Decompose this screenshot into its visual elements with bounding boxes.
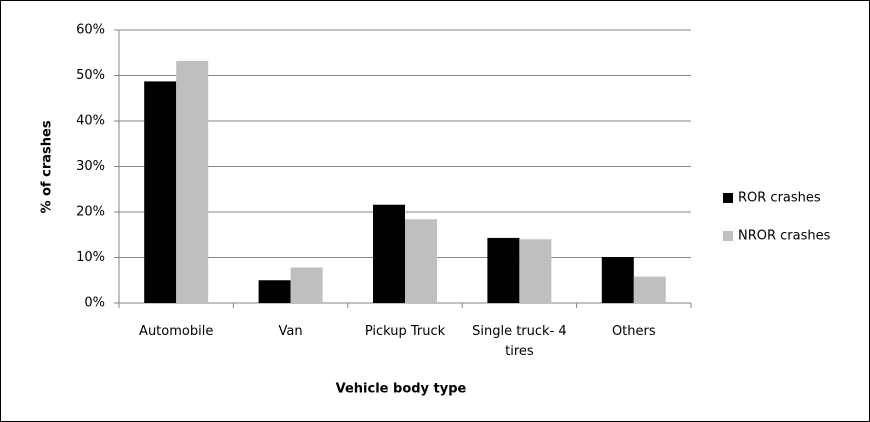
y-tick-label: 40% bbox=[76, 114, 105, 129]
bar bbox=[258, 280, 291, 303]
y-tick-label: 0% bbox=[84, 296, 105, 311]
x-tick-label: Others bbox=[611, 324, 656, 339]
y-tick-label: 30% bbox=[76, 159, 105, 174]
x-tick-label: Automobile bbox=[139, 324, 214, 339]
x-tick-label: Pickup Truck bbox=[364, 324, 446, 339]
y-tick-label: 60% bbox=[76, 23, 105, 38]
bar bbox=[373, 204, 405, 303]
x-tick-label: Van bbox=[278, 324, 303, 339]
bar bbox=[144, 81, 177, 303]
y-tick-label: 20% bbox=[76, 205, 105, 220]
bar bbox=[601, 257, 634, 303]
bar bbox=[290, 267, 323, 303]
bar bbox=[487, 237, 520, 303]
legend-swatch bbox=[723, 231, 733, 241]
legend-label: NROR crashes bbox=[738, 229, 831, 244]
bar bbox=[176, 60, 209, 303]
bar bbox=[519, 239, 552, 303]
y-tick-label: 50% bbox=[76, 68, 105, 83]
bar bbox=[405, 219, 437, 303]
y-axis-title: % of crashes bbox=[40, 120, 55, 213]
legend-swatch bbox=[723, 193, 733, 203]
legend-label: ROR crashes bbox=[738, 191, 821, 206]
bar bbox=[633, 276, 666, 303]
x-tick-label: Single truck- 4 tires bbox=[472, 324, 567, 359]
y-tick-label: 10% bbox=[76, 250, 105, 265]
x-axis-title: Vehicle body type bbox=[336, 382, 467, 397]
